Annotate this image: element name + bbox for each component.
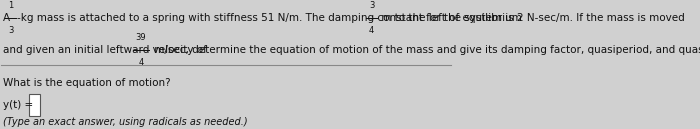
Text: 4: 4	[139, 58, 143, 67]
Text: 3: 3	[369, 1, 375, 10]
Text: (Type an exact answer, using radicals as needed.): (Type an exact answer, using radicals as…	[3, 117, 248, 127]
Text: 1: 1	[8, 1, 13, 10]
Text: -kg mass is attached to a spring with stiffness 51 N/m. The damping constant for: -kg mass is attached to a spring with st…	[18, 13, 688, 23]
Text: m/sec, determine the equation of motion of the mass and give its damping factor,: m/sec, determine the equation of motion …	[151, 45, 700, 55]
Text: A: A	[3, 13, 13, 23]
Text: 39: 39	[136, 33, 146, 42]
Text: 3: 3	[8, 26, 13, 35]
Text: What is the equation of motion?: What is the equation of motion?	[3, 78, 171, 88]
Text: m to the left of equilibrium: m to the left of equilibrium	[378, 13, 522, 23]
Text: y(t) =: y(t) =	[3, 100, 33, 110]
Text: and given an initial leftward velocity of: and given an initial leftward velocity o…	[3, 45, 210, 55]
Text: 4: 4	[369, 26, 375, 35]
FancyBboxPatch shape	[29, 94, 41, 116]
